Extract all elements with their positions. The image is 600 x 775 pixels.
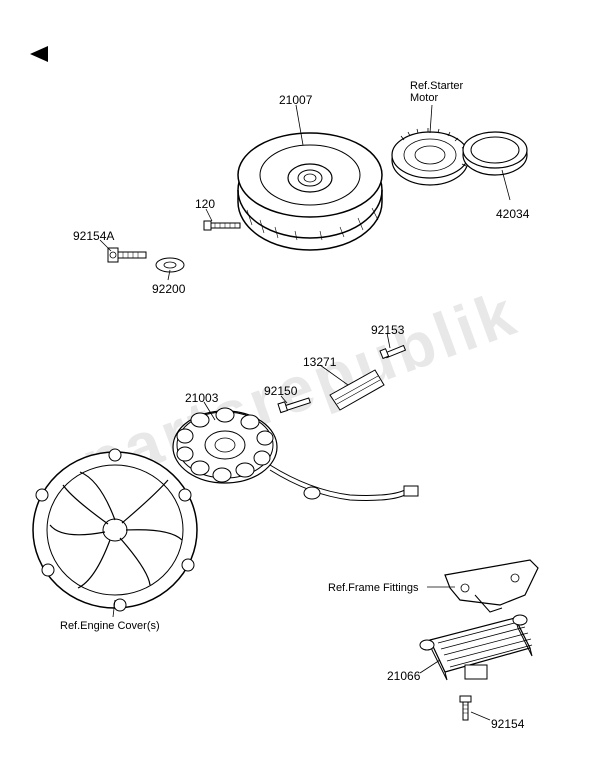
part-washer-92200 — [156, 258, 184, 272]
part-bracket — [445, 560, 538, 612]
part-holder-ring — [463, 132, 527, 175]
exploded-diagram — [0, 0, 600, 775]
part-starter-gear — [392, 128, 470, 185]
part-engine-cover — [33, 449, 197, 611]
part-regulator-21066 — [420, 615, 532, 680]
part-rotor — [238, 133, 382, 250]
part-stator-21003 — [173, 408, 418, 500]
part-plate-13271 — [330, 370, 384, 410]
part-bolt-92154 — [460, 696, 471, 720]
part-bolt-92154a — [108, 248, 146, 262]
part-bolt-92150 — [278, 398, 310, 413]
part-bolt-92153 — [380, 346, 405, 359]
part-bolt-120 — [204, 221, 240, 230]
